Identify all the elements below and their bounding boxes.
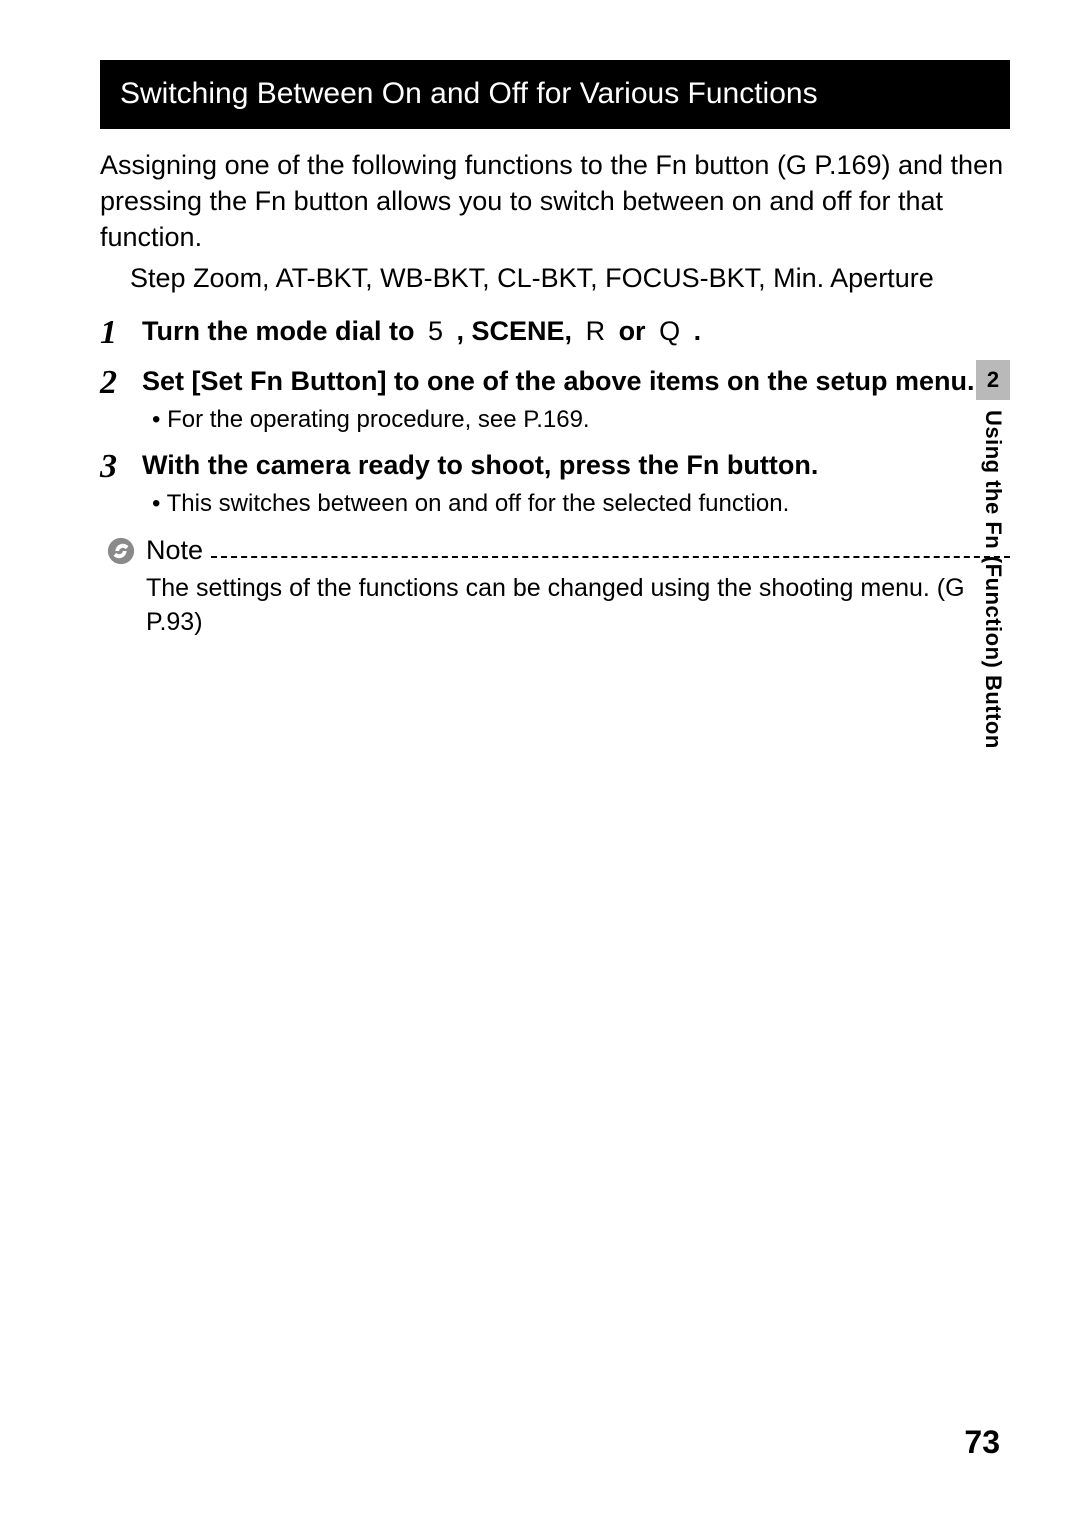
- functions-list: Step Zoom, AT-BKT, WB-BKT, CL-BKT, FOCUS…: [100, 260, 1010, 296]
- step-body: With the camera ready to shoot, press th…: [142, 448, 1010, 521]
- note-header-row: Note: [106, 535, 1010, 566]
- step-number: 1: [100, 314, 142, 351]
- note-body-text: The settings of the functions can be cha…: [146, 572, 1010, 640]
- step-1: 1 Turn the mode dial to 5 , SCENE, R or …: [100, 314, 1010, 351]
- side-tab: 2 Using the Fn (Function) Button: [976, 360, 1010, 749]
- step-body: Set [Set Fn Button] to one of the above …: [142, 364, 1010, 437]
- page-number: 73: [964, 1424, 1000, 1461]
- note-dash-divider: [211, 556, 1010, 558]
- step-2: 2 Set [Set Fn Button] to one of the abov…: [100, 364, 1010, 437]
- step-title-text: With the camera ready to shoot, press th…: [142, 448, 1010, 483]
- step-body: Turn the mode dial to 5 , SCENE, R or Q …: [142, 314, 1010, 349]
- mode-symbol: R: [586, 316, 606, 346]
- step-sub-text: This switches between on and off for the…: [142, 487, 1010, 521]
- step-title-fragment: Turn the mode dial to: [142, 316, 422, 346]
- section-heading: Switching Between On and Off for Various…: [100, 60, 1010, 129]
- mode-symbol: Q: [659, 316, 680, 346]
- step-number: 2: [100, 364, 142, 401]
- step-title-fragment: .: [686, 316, 701, 346]
- step-sub-text: For the operating procedure, see P.169.: [142, 403, 1010, 437]
- note-icon: [106, 536, 136, 566]
- note-label: Note: [146, 535, 203, 566]
- step-title-fragment: , SCENE,: [449, 316, 580, 346]
- step-title-fragment: or: [611, 316, 653, 346]
- step-title-text: Set [Set Fn Button] to one of the above …: [142, 364, 1010, 399]
- intro-paragraph: Assigning one of the following functions…: [100, 147, 1010, 256]
- step-number: 3: [100, 448, 142, 485]
- step-title-text: Turn the mode dial to 5 , SCENE, R or Q …: [142, 316, 701, 346]
- step-3: 3 With the camera ready to shoot, press …: [100, 448, 1010, 521]
- chapter-badge: 2: [976, 360, 1010, 400]
- manual-page: Switching Between On and Off for Various…: [0, 0, 1080, 1521]
- mode-symbol: 5: [428, 316, 443, 346]
- chapter-label: Using the Fn (Function) Button: [980, 410, 1006, 749]
